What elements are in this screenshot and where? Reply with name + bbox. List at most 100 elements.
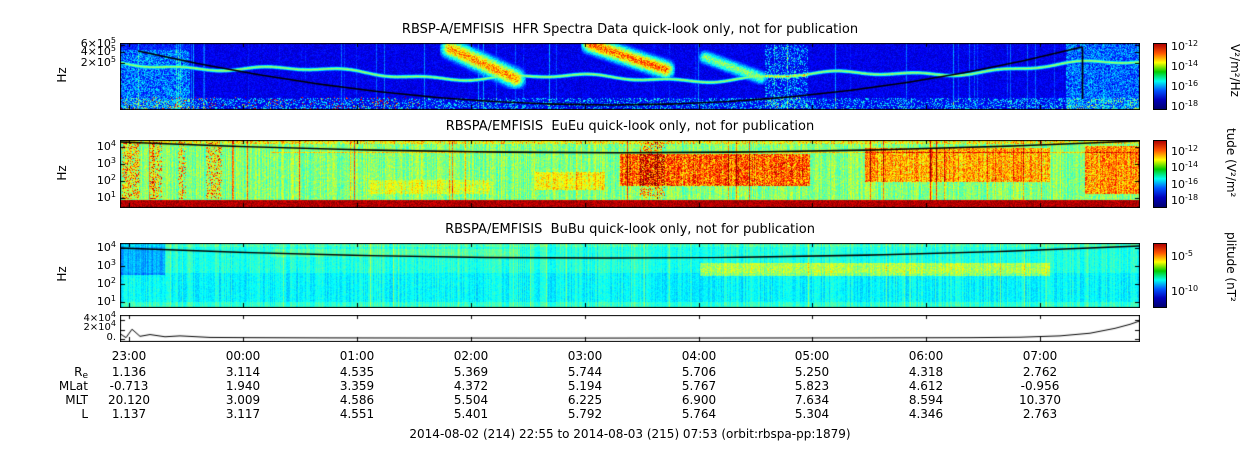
y-tick-label: 6×105	[44, 36, 116, 50]
tick-exp: -5	[1185, 249, 1193, 258]
tick-exp: -18	[1185, 99, 1199, 108]
time-tick-label: 07:00	[1022, 349, 1058, 363]
ephemeris-value: 4.372	[453, 379, 489, 393]
y-tick-label: 0.	[44, 333, 116, 343]
ephemeris-value: -0.713	[109, 379, 149, 393]
tick-exp: 4	[110, 139, 116, 148]
tick-base: 10	[1171, 145, 1185, 158]
ephemeris-value: 4.586	[339, 393, 375, 407]
panel-title-bubu: RBSPA/EMFISIS BuBu quick-look only, not …	[445, 222, 815, 237]
colorbar-eueu	[1153, 140, 1167, 208]
colorbar-tick-label: 10-16	[1171, 79, 1199, 93]
tick-base: 10	[96, 295, 111, 308]
tick-base: 6×10	[80, 37, 111, 50]
tick-base: 10	[1171, 40, 1185, 53]
panel-title-hfr: RBSP-A/EMFISIS HFR Spectra Data quick-lo…	[401, 22, 859, 37]
tick-exp: 3	[110, 156, 116, 165]
tick-exp: 4	[110, 310, 116, 319]
time-tick-label: 01:00	[339, 349, 375, 363]
ephemeris-value: 10.370	[1019, 393, 1061, 407]
ephemeris-value: 5.767	[681, 379, 717, 393]
tick-base: 10	[1171, 194, 1185, 207]
ephemeris-value: 5.250	[794, 365, 830, 379]
ephemeris-value: 5.792	[567, 407, 603, 421]
y-tick-label: 102	[44, 276, 116, 290]
tick-exp: 1	[110, 294, 116, 303]
ephemeris-value: 20.120	[108, 393, 150, 407]
ephemeris-value: 3.117	[225, 407, 261, 421]
tick-base: 10	[1171, 250, 1185, 263]
colorbar-tick-label: 10-5	[1171, 249, 1193, 263]
tick-base: 2×10	[83, 322, 111, 333]
ephemeris-value: 4.551	[339, 407, 375, 421]
ephemeris-value: 5.304	[794, 407, 830, 421]
tick-base: 10	[96, 259, 111, 272]
tick-base: 10	[1171, 161, 1185, 174]
ephemeris-value: 5.401	[453, 407, 489, 421]
tick-exp: -14	[1185, 59, 1199, 68]
colorbar-tick-label: 10-12	[1171, 144, 1199, 158]
ephemeris-value: 1.137	[111, 407, 147, 421]
ephemeris-row-label-re: Re	[38, 365, 88, 381]
row-label: MLT	[65, 393, 88, 407]
y-tick-label: 2×104	[44, 320, 116, 333]
ephemeris-value: 6.900	[681, 393, 717, 407]
colorbar-tick-label: 10-10	[1171, 284, 1199, 298]
tick-exp: -16	[1185, 79, 1199, 88]
tick-exp: 2	[110, 276, 116, 285]
tick-base: 10	[96, 241, 111, 254]
spectrogram-hfr	[120, 43, 1140, 110]
y-tick-label: 4×104	[44, 311, 116, 324]
colorbar-tick-label: 10-16	[1171, 178, 1198, 191]
row-label: R	[74, 365, 83, 379]
y-tick-label: 2×105	[44, 56, 116, 69]
colorbar-unit-label-hfr: V²/m²/Hz	[1228, 44, 1242, 97]
ephemeris-value: 7.634	[794, 393, 830, 407]
ephemeris-value: 4.318	[908, 365, 944, 379]
aux-line-plot	[120, 315, 1140, 342]
y-tick-label: 103	[44, 156, 116, 170]
ephemeris-row-label-l: L	[38, 407, 88, 421]
time-tick-label: 00:00	[225, 349, 261, 363]
tick-base: 10	[1171, 60, 1185, 73]
ephemeris-value: 5.744	[567, 365, 603, 379]
colorbar-tick-label: 10-14	[1171, 160, 1199, 174]
tick-exp: 5	[110, 36, 116, 45]
tick-base: 10	[96, 191, 111, 204]
y-tick-label: 101	[44, 190, 116, 204]
tick-exp: 2	[110, 173, 116, 182]
tick-base: 0.	[106, 332, 116, 343]
time-tick-label: 23:00	[111, 349, 147, 363]
colorbar-hfr	[1153, 43, 1167, 110]
tick-exp: 4	[110, 240, 116, 249]
colorbar-unit-label-eueu: tude (V²/m²	[1224, 128, 1238, 198]
tick-exp: -14	[1185, 160, 1199, 169]
row-label: MLat	[58, 379, 88, 393]
time-tick-label: 02:00	[453, 349, 489, 363]
ephemeris-value: 4.535	[339, 365, 375, 379]
ephemeris-row-label-mlt: MLT	[38, 393, 88, 407]
panel-title-eueu: RBSPA/EMFISIS EuEu quick-look only, not …	[445, 119, 815, 134]
tick-exp: 5	[110, 44, 116, 53]
colorbar-tick-label: 10-18	[1171, 99, 1199, 113]
tick-base: 10	[1171, 100, 1185, 113]
time-tick-label: 03:00	[567, 349, 603, 363]
tick-exp: -18	[1185, 193, 1199, 202]
ephemeris-value: 5.369	[453, 365, 489, 379]
colorbar-unit-label-bubu: plitude (nT²	[1224, 232, 1238, 302]
y-tick-label: 101	[44, 294, 116, 308]
tick-base: 4×10	[80, 45, 111, 58]
ephemeris-value: -0.956	[1020, 379, 1060, 393]
tick-base: 10	[96, 140, 111, 153]
ephemeris-value: 5.764	[681, 407, 717, 421]
spectrogram-bubu	[120, 243, 1140, 308]
tick-exp: -10	[1185, 284, 1199, 293]
colorbar-tick-label: 10-12	[1171, 40, 1198, 53]
ephemeris-value: 5.194	[567, 379, 603, 393]
ephemeris-value: 1.940	[225, 379, 261, 393]
tick-exp: -12	[1185, 144, 1199, 153]
time-tick-label: 04:00	[681, 349, 717, 363]
tick-exp: 1	[110, 190, 116, 199]
ephemeris-value: 5.504	[453, 393, 489, 407]
